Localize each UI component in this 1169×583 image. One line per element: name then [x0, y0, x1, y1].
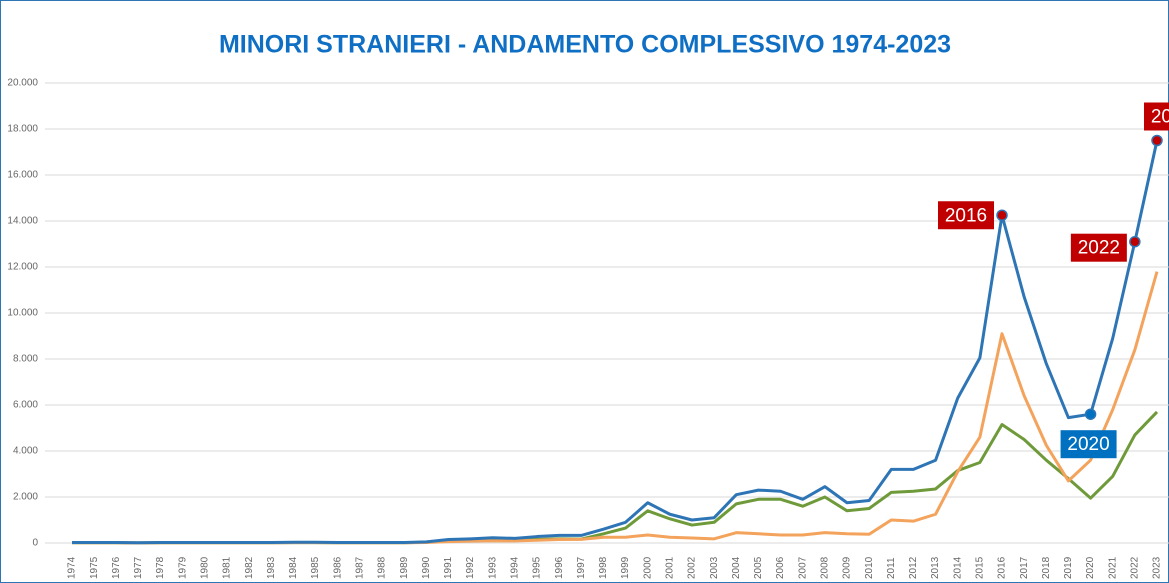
x-tick-label: 1989 — [399, 556, 410, 579]
x-tick-label: 1977 — [133, 556, 144, 579]
x-tick-label: 1998 — [598, 556, 609, 579]
y-tick-label: 12.000 — [7, 262, 38, 273]
x-tick-label: 2003 — [709, 556, 720, 579]
y-tick-label: 10.000 — [7, 308, 38, 319]
x-tick-label: 2006 — [775, 556, 786, 579]
annotation-marker — [1151, 134, 1163, 147]
y-tick-label: 4.000 — [13, 446, 38, 457]
x-tick-label: 1986 — [332, 556, 343, 579]
y-tick-label: 6.000 — [13, 400, 38, 411]
annotation-marker — [1129, 235, 1141, 248]
x-tick-label: 1990 — [421, 556, 432, 579]
x-tick-label: 1995 — [532, 556, 543, 579]
y-tick-label: 14.000 — [7, 216, 38, 227]
x-tick-label: 2009 — [842, 556, 853, 579]
annotation-marker — [996, 209, 1008, 221]
annotation-label: 2023 — [1151, 107, 1169, 128]
x-tick-label: 1987 — [354, 556, 365, 579]
x-tick-label: 2000 — [642, 556, 653, 579]
y-tick-label: 0 — [32, 538, 38, 549]
x-tick-label: 1984 — [288, 556, 299, 579]
y-tick-label: 16.000 — [7, 170, 38, 181]
x-tick-label: 2016 — [997, 556, 1008, 579]
x-tick-label: 1985 — [310, 556, 321, 579]
x-tick-label: 2008 — [819, 556, 830, 579]
x-tick-label: 2015 — [974, 556, 985, 579]
annotation-box — [938, 201, 994, 230]
x-tick-label: 1978 — [155, 556, 166, 579]
x-tick-label: 2005 — [753, 556, 764, 579]
x-tick-label: 2021 — [1107, 556, 1118, 579]
x-tick-label: 2002 — [687, 556, 698, 579]
series-line — [72, 140, 1159, 545]
x-tick-label: 1991 — [443, 556, 454, 579]
x-tick-label: 2018 — [1041, 556, 1052, 579]
y-tick-label: 8.000 — [13, 354, 38, 365]
y-tick-label: 20.000 — [7, 78, 38, 89]
annotation-marker — [1084, 408, 1097, 420]
x-tick-label: 2001 — [664, 556, 675, 579]
x-tick-label: 2019 — [1063, 556, 1074, 579]
x-tick-label: 2017 — [1019, 556, 1030, 579]
x-tick-label: 2013 — [930, 556, 941, 579]
y-tick-label: 18.000 — [7, 124, 38, 135]
annotation-label: 2020 — [1067, 434, 1109, 455]
x-tick-label: 1976 — [111, 556, 122, 579]
x-tick-label: 1993 — [487, 556, 498, 579]
x-tick-label: 1994 — [509, 556, 520, 579]
x-tick-label: 2012 — [908, 556, 919, 579]
x-tick-label: 2004 — [731, 556, 742, 579]
x-tick-label: 1983 — [266, 556, 277, 579]
x-tick-label: 1997 — [576, 556, 587, 579]
annotation-box — [1144, 102, 1169, 131]
x-tick-label: 1981 — [222, 556, 233, 579]
x-tick-label: 2007 — [797, 556, 808, 579]
x-tick-label: 1982 — [244, 556, 255, 579]
x-tick-label: 1979 — [177, 556, 188, 579]
chart-title: MINORI STRANIERI - ANDAMENTO COMPLESSIVO… — [219, 31, 951, 59]
x-tick-label: 1974 — [67, 556, 78, 579]
x-tick-label: 2023 — [1152, 556, 1163, 579]
x-tick-label: 1992 — [465, 556, 476, 579]
x-tick-label: 2020 — [1085, 556, 1096, 579]
annotation-box — [1070, 233, 1127, 262]
x-tick-label: 1975 — [89, 556, 100, 579]
annotation-label: 2022 — [1078, 238, 1120, 259]
x-tick-label: 1999 — [620, 556, 631, 579]
x-tick-label: 2011 — [886, 557, 897, 579]
x-tick-label: 2022 — [1129, 556, 1140, 579]
x-tick-label: 2010 — [864, 556, 875, 579]
y-tick-label: 2.000 — [13, 492, 38, 503]
x-tick-label: 1996 — [554, 556, 565, 579]
x-tick-label: 1988 — [377, 556, 388, 579]
x-tick-label: 1980 — [199, 556, 210, 579]
annotation-label: 2016 — [945, 205, 987, 226]
annotation-box — [1060, 430, 1117, 459]
x-tick-label: 2014 — [952, 556, 963, 579]
